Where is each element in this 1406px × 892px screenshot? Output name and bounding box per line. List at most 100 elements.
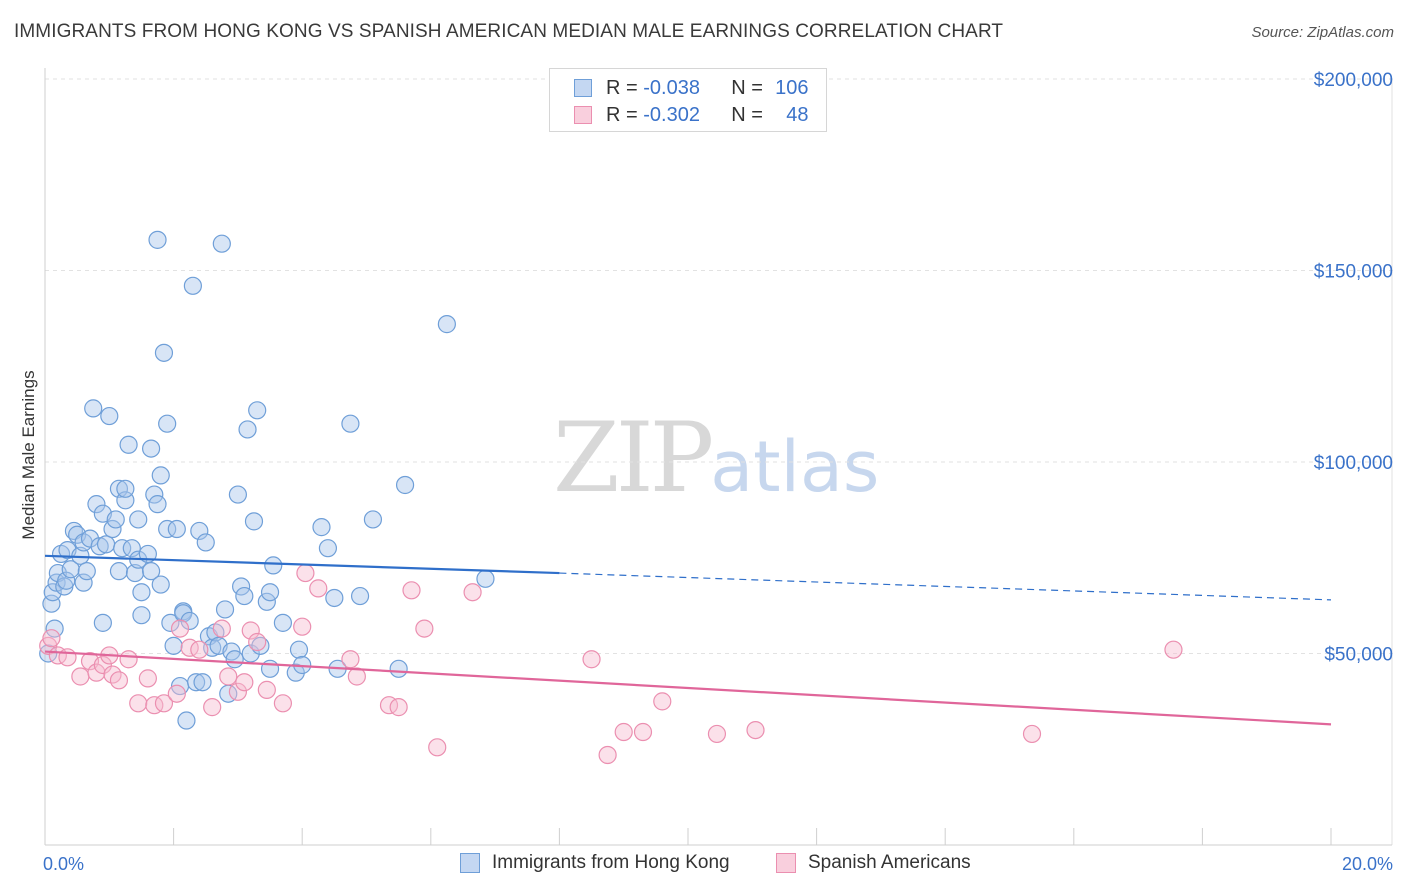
x-tick-label-0: 0.0% — [43, 854, 84, 874]
series-spanish-points — [39, 563, 1183, 765]
axes — [44, 68, 1393, 846]
legend-n-label: N = — [731, 103, 769, 126]
spanish-point-47 — [1022, 724, 1042, 744]
spanish-point-10 — [109, 671, 129, 690]
hong-kong-point-59 — [187, 673, 206, 692]
hong-kong-point-43 — [148, 495, 167, 514]
bottom-legend-hong-kong[interactable]: Immigrants from Hong Kong — [460, 852, 730, 874]
hong-kong-point-27 — [109, 479, 129, 498]
series-hong-kong-points — [39, 230, 495, 730]
hong-kong-point-81 — [260, 583, 280, 602]
spanish-point-35 — [389, 698, 408, 717]
hong-kong-point-41 — [141, 439, 161, 458]
hong-kong-point-37 — [132, 583, 151, 602]
hong-kong-point-49 — [158, 519, 177, 539]
spanish-point-15 — [154, 694, 174, 713]
bottom-swatch-blue — [460, 853, 480, 873]
hong-kong-point-93 — [350, 586, 370, 606]
hong-kong-point-36 — [129, 510, 148, 529]
spanish-point-4 — [71, 667, 90, 686]
x-tick-labels: 0.0% 20.0% — [43, 854, 1393, 874]
spanish-point-33 — [347, 667, 366, 686]
watermark-zip: ZIP — [553, 402, 714, 514]
y-tick-label-3: $200,000 — [1314, 70, 1393, 91]
spanish-point-36 — [402, 581, 421, 600]
spanish-point-44 — [653, 692, 672, 711]
bottom-legend-label-2: Spanish Americans — [808, 852, 971, 873]
spanish-point-23 — [228, 682, 247, 701]
hong-kong-point-19 — [87, 495, 106, 514]
hong-kong-point-68 — [215, 600, 235, 619]
hong-kong-point-48 — [158, 414, 177, 433]
spanish-point-28 — [273, 694, 293, 713]
hong-kong-point-89 — [318, 539, 338, 558]
y-tick-labels: $50,000 $100,000 $150,000 $200,000 — [1314, 70, 1393, 666]
hong-kong-point-16 — [77, 562, 96, 581]
hong-kong-point-17 — [80, 529, 100, 548]
spanish-point-24 — [235, 673, 254, 692]
x-tick-label-1: 20.0% — [1342, 854, 1393, 874]
bottom-swatch-pink — [776, 853, 796, 873]
spanish-point-29 — [293, 617, 312, 636]
trend-lines — [44, 554, 1332, 726]
hong-kong-point-38 — [132, 606, 151, 625]
hong-kong-point-58 — [183, 276, 202, 295]
spanish-point-31 — [309, 579, 328, 598]
spanish-point-11 — [119, 650, 138, 669]
hong-kong-point-83 — [264, 556, 283, 575]
hong-kong-point-46 — [151, 466, 170, 485]
hong-kong-point-88 — [312, 518, 331, 537]
spanish-point-7 — [93, 655, 112, 675]
spanish-point-32 — [341, 650, 360, 669]
hong-kong-point-75 — [238, 420, 257, 439]
hong-kong-point-50 — [161, 613, 180, 632]
hong-kong-point-3 — [45, 619, 64, 638]
hong-kong-point-95 — [389, 659, 408, 678]
hong-kong-point-28 — [109, 562, 129, 581]
hong-kong-point-31 — [116, 479, 135, 498]
hong-kong-point-80 — [257, 592, 276, 611]
watermark: ZIPatlas — [553, 402, 879, 514]
hong-kong-point-25 — [103, 519, 122, 539]
y-axis-label: Median Male Earnings — [19, 370, 38, 539]
legend-r-value-2: -0.302 — [643, 103, 700, 126]
hong-kong-point-57 — [180, 611, 199, 631]
source-label: Source: ZipAtlas.com — [1251, 24, 1394, 41]
trend-line-spanish — [44, 650, 1332, 726]
trend-line-hong-kong-extension — [559, 572, 1332, 601]
hong-kong-point-78 — [248, 401, 267, 420]
hong-kong-point-40 — [141, 562, 161, 581]
bottom-legend-spanish[interactable]: Spanish Americans — [776, 852, 971, 874]
hong-kong-point-10 — [61, 560, 80, 579]
hong-kong-point-92 — [341, 414, 360, 433]
hong-kong-point-33 — [122, 539, 141, 558]
hong-kong-point-32 — [119, 435, 138, 454]
hong-kong-point-72 — [228, 485, 247, 504]
hong-kong-point-14 — [74, 573, 93, 592]
legend-row-spanish: R = -0.302 N = 48 — [574, 104, 809, 126]
watermark-atlas: atlas — [710, 426, 880, 508]
spanish-point-12 — [129, 694, 148, 713]
spanish-point-42 — [614, 722, 633, 742]
hong-kong-point-96 — [395, 475, 415, 495]
y-tick-label-2: $150,000 — [1314, 262, 1393, 283]
hong-kong-point-77 — [244, 512, 264, 531]
chart-title: IMMIGRANTS FROM HONG KONG VS SPANISH AME… — [14, 21, 1004, 42]
hong-kong-point-74 — [235, 586, 254, 606]
spanish-point-37 — [415, 619, 434, 638]
hong-kong-point-82 — [260, 659, 280, 678]
legend-r-label: R = — [606, 103, 644, 126]
correlation-legend: R = -0.038 N = 106 R = -0.302 N = 48 — [549, 68, 827, 132]
spanish-point-22 — [219, 667, 238, 686]
legend-row-hong-kong: R = -0.038 N = 106 — [574, 77, 809, 99]
hong-kong-point-61 — [193, 673, 212, 692]
spanish-point-25 — [241, 621, 260, 640]
hong-kong-point-94 — [363, 510, 383, 529]
bottom-legend-label-1: Immigrants from Hong Kong — [492, 852, 730, 873]
spanish-point-39 — [463, 583, 482, 602]
hong-kong-point-1 — [42, 594, 61, 613]
spanish-point-45 — [707, 724, 727, 744]
spanish-point-43 — [633, 722, 653, 742]
hong-kong-point-52 — [167, 519, 186, 539]
